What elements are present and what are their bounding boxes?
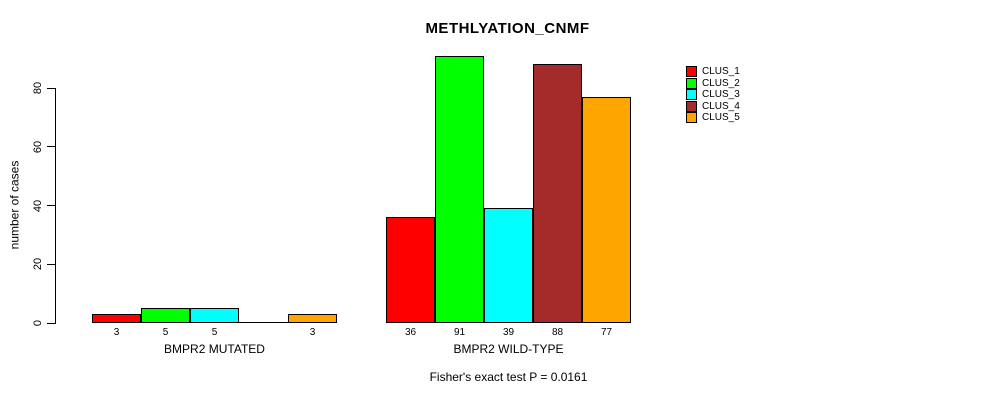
legend-swatch-clus1-icon xyxy=(686,66,697,78)
legend-swatch-clus3-icon xyxy=(686,89,697,101)
legend-label: CLUS_2 xyxy=(702,77,740,89)
y-axis-tick xyxy=(47,322,55,324)
bar-value-label: 3 xyxy=(309,327,316,338)
legend-swatch-clus5-icon xyxy=(686,112,697,124)
legend: CLUS_1 CLUS_2 CLUS_3 CLUS_4 CLUS_5 xyxy=(686,66,740,124)
legend-swatch-clus4-icon xyxy=(686,100,697,112)
y-axis-tick-label: 20 xyxy=(32,258,44,271)
y-axis-line xyxy=(55,88,56,324)
bar-clus_3 xyxy=(484,208,533,323)
bar-value-label: 39 xyxy=(502,327,515,338)
y-axis-tick-label: 60 xyxy=(32,140,44,153)
y-axis-tick xyxy=(47,263,55,265)
bar-clus_2 xyxy=(435,56,484,323)
bar-clus_1 xyxy=(386,217,435,323)
bar-value-label: 3 xyxy=(113,327,120,338)
bar-clus_3 xyxy=(190,308,239,323)
bar-value-label: 88 xyxy=(551,327,564,338)
bar-value-label: 91 xyxy=(453,327,466,338)
y-axis-tick xyxy=(47,146,55,148)
legend-item: CLUS_2 xyxy=(686,77,740,90)
group-label-mutated: BMPR2 MUTATED xyxy=(164,342,265,356)
group-label-wildtype: BMPR2 WILD-TYPE xyxy=(453,342,564,356)
bar-clus_4 xyxy=(533,64,582,323)
y-axis-tick-label: 40 xyxy=(32,199,44,212)
legend-label: CLUS_5 xyxy=(702,112,740,124)
legend-item: CLUS_4 xyxy=(686,100,740,113)
y-axis-tick-label: 0 xyxy=(32,319,44,327)
legend-item: CLUS_3 xyxy=(686,89,740,101)
bar-value-label: 5 xyxy=(211,327,218,338)
y-axis-tick xyxy=(47,205,55,206)
legend-item: CLUS_5 xyxy=(686,112,740,124)
y-axis-tick-label: 80 xyxy=(32,81,44,95)
bar-clus_4 xyxy=(239,322,288,323)
bar-value-label: 5 xyxy=(162,327,169,338)
fisher-test-annotation: Fisher's exact test P = 0.0161 xyxy=(429,370,588,384)
bar-value-label: 77 xyxy=(600,327,613,338)
y-axis-tick xyxy=(47,87,55,89)
bar-clus_5 xyxy=(288,314,337,323)
legend-label: CLUS_3 xyxy=(702,89,740,101)
bar-clus_1 xyxy=(92,314,141,323)
chart-title: METHLYATION_CNMF xyxy=(425,20,590,37)
legend-item: CLUS_1 xyxy=(686,66,740,78)
bar-clus_2 xyxy=(141,308,190,323)
legend-label: CLUS_4 xyxy=(702,100,740,112)
legend-swatch-clus2-icon xyxy=(686,77,697,89)
y-axis-title: number of cases xyxy=(7,160,22,250)
bar-value-label: 36 xyxy=(404,327,417,338)
bar-clus_5 xyxy=(582,97,631,323)
legend-label: CLUS_1 xyxy=(702,66,740,78)
